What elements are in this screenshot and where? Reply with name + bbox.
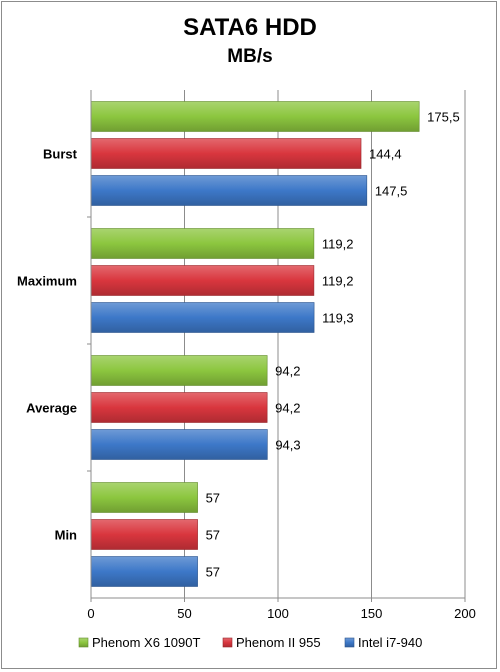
- data-label: 119,3: [322, 311, 354, 326]
- legend-swatch: [344, 637, 355, 648]
- data-label: 175,5: [427, 110, 460, 125]
- data-label: 119,2: [322, 237, 354, 252]
- legend-swatch: [222, 637, 233, 648]
- legend-swatch: [78, 637, 89, 648]
- bar: [90, 556, 198, 587]
- data-label: 147,5: [375, 184, 408, 199]
- axes: [87, 90, 466, 602]
- data-label: 94,2: [275, 364, 300, 379]
- legend-label: Phenom X6 1090T: [92, 635, 200, 650]
- bar: [90, 392, 268, 423]
- category-label: Maximum: [17, 274, 77, 289]
- category-label: Burst: [43, 147, 78, 162]
- data-label: 57: [206, 565, 220, 580]
- bar: [90, 519, 198, 550]
- data-label: 144,4: [369, 147, 402, 162]
- data-label: 94,2: [275, 401, 300, 416]
- legend-label: Intel i7-940: [358, 635, 422, 650]
- x-tick-label: 200: [454, 606, 476, 621]
- legend: Phenom X6 1090T Phenom II 955 Intel i7-940: [78, 635, 422, 650]
- chart-title: SATA6 HDD: [183, 14, 317, 41]
- bar: [90, 355, 268, 386]
- data-label: 57: [206, 491, 220, 506]
- x-tick-label: 150: [361, 606, 383, 621]
- category-label: Average: [26, 401, 77, 416]
- x-tick-label: 50: [177, 606, 191, 621]
- chart-subtitle: MB/s: [227, 46, 273, 67]
- category-label: Min: [55, 528, 77, 543]
- bar: [90, 265, 315, 296]
- bar: [90, 138, 362, 169]
- x-tick-label: 0: [87, 606, 94, 621]
- bar: [90, 228, 315, 259]
- data-label: 57: [206, 528, 220, 543]
- labels: 0 50 100 150 200 Burst 175,5 144,4 147,5 Maximum 1…: [17, 110, 476, 622]
- grid-lines: [184, 90, 466, 598]
- bar: [90, 302, 315, 333]
- data-label: 94,3: [275, 438, 300, 453]
- x-tick-label: 100: [267, 606, 289, 621]
- bar: [90, 175, 368, 206]
- data-label: 119,2: [322, 274, 354, 289]
- bar: [90, 482, 198, 513]
- bar: [90, 429, 268, 460]
- bars: [90, 101, 420, 587]
- legend-label: Phenom II 955: [236, 635, 321, 650]
- bar: [90, 101, 420, 132]
